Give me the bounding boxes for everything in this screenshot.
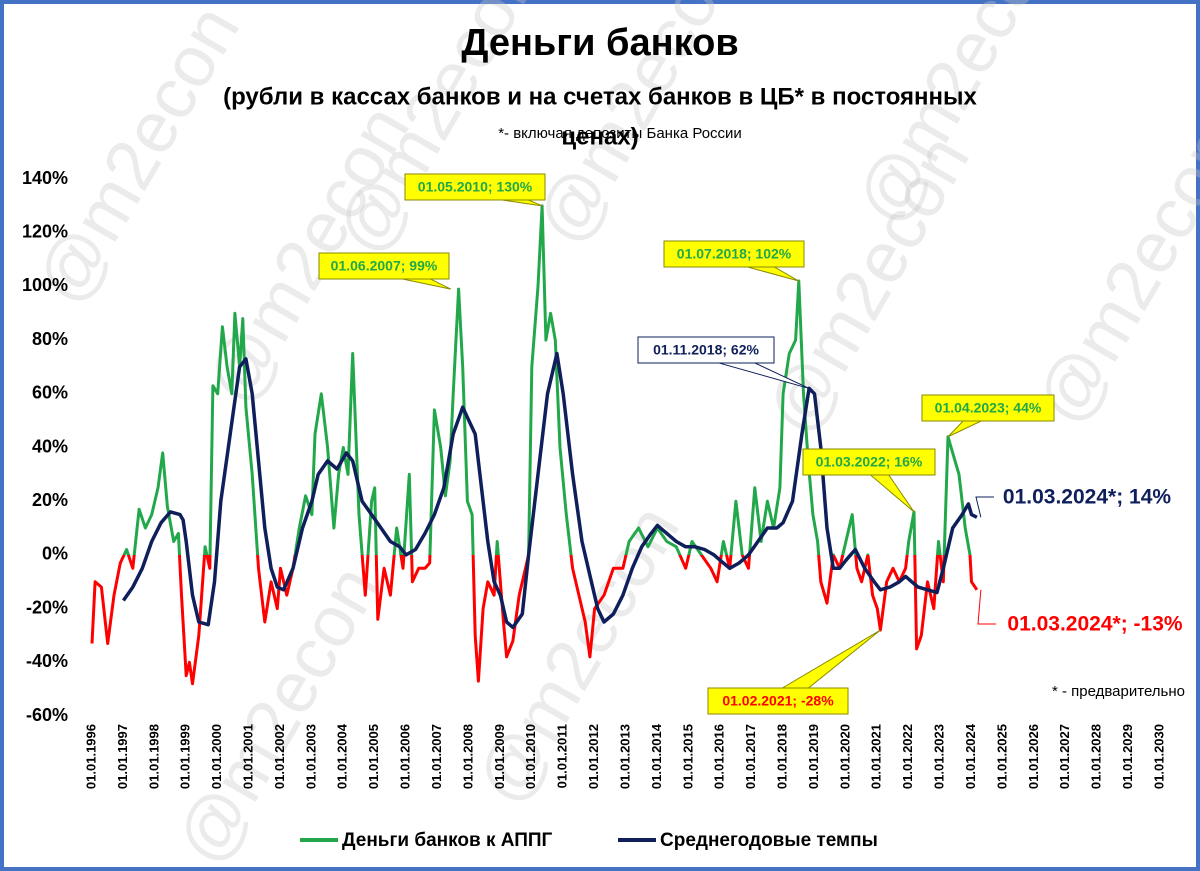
x-tick-label: 01.01.2017 xyxy=(743,724,758,789)
x-tick-label: 01.01.2002 xyxy=(272,724,287,789)
x-tick-label: 01.01.2005 xyxy=(366,724,381,789)
callout-label: 01.11.2018; 62% xyxy=(653,342,759,358)
footnote: * - предварительно xyxy=(1052,683,1185,700)
x-tick-label: 01.01.2010 xyxy=(523,724,538,789)
x-tick-label: 01.01.2020 xyxy=(837,724,852,789)
callout-label: 01.02.2021; -28% xyxy=(722,693,834,709)
y-tick-label: 120% xyxy=(22,221,68,241)
series-line xyxy=(121,351,978,630)
y-tick-label: 60% xyxy=(32,383,68,403)
callout-box xyxy=(707,687,849,715)
y-tick-label: -60% xyxy=(26,705,68,725)
x-tick-label: 01.01.2015 xyxy=(680,724,695,789)
x-tick-label: 01.01.2008 xyxy=(460,724,475,789)
x-tick-label: 01.01.2026 xyxy=(1026,724,1041,789)
y-tick-label: 140% xyxy=(22,168,68,188)
x-tick-label: 01.01.2025 xyxy=(994,724,1009,789)
x-tick-label: 01.01.2021 xyxy=(869,724,884,789)
callout-pointer xyxy=(977,589,996,625)
y-tick-label: 40% xyxy=(32,436,68,456)
x-tick-label: 01.01.1998 xyxy=(146,724,161,789)
chart-subtitle: (рубли в кассах банков и на счетах банко… xyxy=(223,83,977,110)
y-tick-label: -40% xyxy=(26,651,68,671)
callout-box xyxy=(637,336,775,364)
x-tick-label: 01.01.2012 xyxy=(586,724,601,789)
x-tick-label: 01.01.2003 xyxy=(303,724,318,789)
legend-label: Деньги банков к АППГ xyxy=(342,830,553,851)
x-tick-label: 01.01.2027 xyxy=(1057,724,1072,789)
y-tick-label: 80% xyxy=(32,329,68,349)
y-tick-label: -20% xyxy=(26,597,68,617)
callout-box xyxy=(404,173,546,201)
x-tick-label: 01.01.2016 xyxy=(712,724,727,789)
x-tick-label: 01.01.2024 xyxy=(963,723,978,789)
x-tick-label: 01.01.2029 xyxy=(1120,724,1135,789)
callout-pointer xyxy=(975,496,994,518)
x-tick-label: 01.01.2006 xyxy=(398,724,413,789)
y-tick-label: 100% xyxy=(22,275,68,295)
y-tick-label: 20% xyxy=(32,490,68,510)
callout-box xyxy=(663,240,805,268)
callout-box xyxy=(994,481,1180,513)
y-tick-label: 0% xyxy=(42,544,68,564)
x-tick-label: 01.01.2009 xyxy=(492,724,507,789)
callout-box xyxy=(318,252,450,280)
callout-label: 01.06.2007; 99% xyxy=(331,258,438,274)
callout-box xyxy=(802,448,936,476)
x-tick-label: 01.01.2001 xyxy=(241,724,256,789)
x-tick-label: 01.01.2007 xyxy=(429,724,444,789)
callout-label: 01.05.2010; 130% xyxy=(418,179,533,195)
x-tick-label: 01.01.1997 xyxy=(115,724,130,789)
chart-title: Деньги банков xyxy=(461,22,738,64)
legend-label: Среднегодовые темпы xyxy=(660,830,878,851)
x-tick-label: 01.01.2030 xyxy=(1151,724,1166,789)
callout-label: 01.03.2024*; -13% xyxy=(1007,613,1182,636)
callout-box xyxy=(921,394,1055,422)
x-tick-label: 01.01.2028 xyxy=(1089,724,1104,789)
x-tick-label: 01.01.1999 xyxy=(178,724,193,789)
x-tick-label: 01.01.2018 xyxy=(774,724,789,789)
series-line xyxy=(90,204,979,686)
x-tick-label: 01.01.2004 xyxy=(335,723,350,789)
callout-label: 01.03.2024*; 14% xyxy=(1003,486,1171,509)
x-tick-label: 01.01.2019 xyxy=(806,724,821,789)
x-tick-label: 01.01.2023 xyxy=(932,724,947,789)
x-tick-label: 01.01.2014 xyxy=(649,723,664,789)
x-tick-label: 01.01.2011 xyxy=(555,724,570,788)
note: *- включая депозиты Банка России xyxy=(498,125,742,142)
callout-box xyxy=(996,608,1194,640)
chart-subtitle: ценах) xyxy=(561,123,638,150)
callout-label: 01.07.2018; 102% xyxy=(677,246,792,262)
callout-label: 01.04.2023; 44% xyxy=(935,400,1042,416)
x-tick-label: 01.01.2022 xyxy=(900,724,915,789)
x-tick-label: 01.01.1996 xyxy=(83,724,98,789)
x-tick-label: 01.01.2000 xyxy=(209,724,224,789)
x-tick-label: 01.01.2013 xyxy=(617,724,632,789)
callout-label: 01.03.2022; 16% xyxy=(816,454,923,470)
